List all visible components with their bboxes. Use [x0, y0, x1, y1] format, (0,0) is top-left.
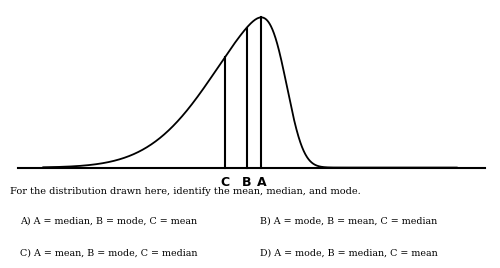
- Text: C) A = mean, B = mode, C = median: C) A = mean, B = mode, C = median: [20, 248, 198, 258]
- Text: A) A = median, B = mode, C = mean: A) A = median, B = mode, C = mean: [20, 217, 197, 226]
- Text: C: C: [220, 176, 230, 189]
- Text: D) A = mode, B = median, C = mean: D) A = mode, B = median, C = mean: [260, 248, 438, 258]
- Text: For the distribution drawn here, identify the mean, median, and mode.: For the distribution drawn here, identif…: [10, 187, 361, 196]
- Text: B: B: [242, 176, 252, 189]
- Text: A: A: [256, 176, 266, 189]
- Text: B) A = mode, B = mean, C = median: B) A = mode, B = mean, C = median: [260, 217, 437, 226]
